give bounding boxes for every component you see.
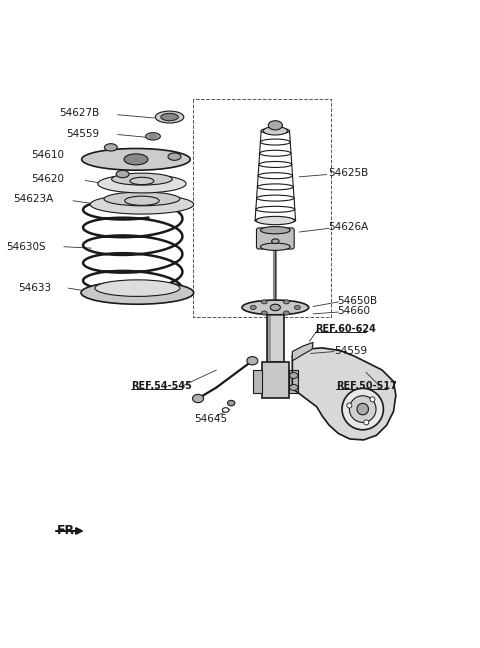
Ellipse shape (154, 135, 158, 138)
Ellipse shape (150, 133, 154, 137)
Ellipse shape (272, 239, 279, 244)
Ellipse shape (150, 136, 154, 139)
Ellipse shape (152, 133, 156, 137)
Ellipse shape (256, 216, 295, 225)
Text: 54630S: 54630S (7, 242, 46, 251)
Ellipse shape (342, 388, 384, 430)
Text: 54559: 54559 (66, 128, 99, 139)
Ellipse shape (370, 397, 375, 402)
Ellipse shape (283, 311, 289, 315)
Bar (289, 369, 299, 393)
Ellipse shape (289, 373, 298, 378)
Text: 54623A: 54623A (13, 194, 53, 204)
Ellipse shape (111, 173, 172, 185)
Text: 54645: 54645 (194, 414, 228, 424)
Text: FR.: FR. (57, 524, 80, 537)
Ellipse shape (294, 305, 300, 310)
Polygon shape (292, 342, 313, 361)
Text: 54660: 54660 (337, 306, 370, 316)
Ellipse shape (116, 170, 129, 178)
Ellipse shape (283, 300, 289, 304)
Text: 54650B: 54650B (337, 295, 377, 306)
Text: REF.50-517: REF.50-517 (336, 381, 397, 391)
Ellipse shape (90, 195, 194, 214)
Ellipse shape (156, 111, 184, 123)
Text: 54625B: 54625B (328, 168, 368, 178)
Ellipse shape (148, 135, 152, 138)
Bar (266, 314, 284, 362)
Bar (253, 369, 262, 393)
Ellipse shape (261, 311, 267, 315)
Ellipse shape (152, 136, 156, 139)
Ellipse shape (161, 113, 178, 121)
Bar (262, 362, 289, 398)
Ellipse shape (263, 127, 288, 135)
Ellipse shape (81, 281, 194, 304)
Ellipse shape (105, 144, 117, 151)
FancyBboxPatch shape (256, 228, 294, 249)
Text: REF.54-545: REF.54-545 (132, 381, 192, 391)
Text: 54626A: 54626A (328, 222, 368, 233)
Text: 54559: 54559 (334, 345, 367, 356)
Text: 54627B: 54627B (59, 108, 99, 119)
Ellipse shape (124, 154, 148, 165)
Ellipse shape (349, 396, 376, 422)
Bar (268, 314, 271, 362)
Text: 54633: 54633 (18, 283, 51, 293)
Ellipse shape (247, 356, 258, 365)
Ellipse shape (82, 148, 190, 170)
Text: 54620: 54620 (32, 174, 65, 184)
Ellipse shape (270, 304, 280, 310)
Ellipse shape (192, 395, 204, 402)
Text: 54610: 54610 (32, 150, 65, 160)
Ellipse shape (261, 243, 290, 250)
Ellipse shape (168, 153, 181, 160)
Ellipse shape (242, 300, 309, 315)
Text: REF.60-624: REF.60-624 (315, 323, 376, 334)
Ellipse shape (104, 192, 180, 206)
Ellipse shape (261, 300, 267, 304)
Ellipse shape (145, 133, 160, 140)
Ellipse shape (250, 305, 256, 310)
Ellipse shape (289, 384, 298, 391)
Ellipse shape (357, 403, 369, 415)
Ellipse shape (98, 174, 186, 193)
Ellipse shape (268, 121, 282, 130)
Ellipse shape (347, 403, 352, 408)
Ellipse shape (364, 420, 369, 425)
Ellipse shape (222, 408, 229, 412)
Polygon shape (292, 348, 396, 440)
Ellipse shape (95, 280, 180, 296)
Ellipse shape (228, 400, 235, 406)
Ellipse shape (261, 227, 290, 234)
